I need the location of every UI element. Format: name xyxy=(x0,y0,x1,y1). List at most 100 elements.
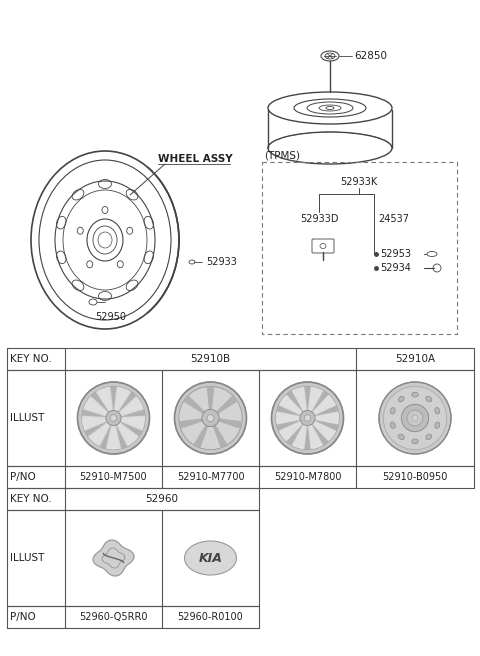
Circle shape xyxy=(407,410,423,426)
Circle shape xyxy=(202,409,219,426)
Polygon shape xyxy=(215,396,237,415)
Polygon shape xyxy=(287,391,305,414)
Circle shape xyxy=(110,415,117,421)
Circle shape xyxy=(175,382,247,454)
Text: 52933D: 52933D xyxy=(300,214,338,224)
Ellipse shape xyxy=(412,392,418,397)
Polygon shape xyxy=(85,420,109,437)
Text: 52910A: 52910A xyxy=(395,354,435,364)
Polygon shape xyxy=(119,409,144,418)
Polygon shape xyxy=(310,391,328,414)
Text: 62850: 62850 xyxy=(354,51,387,61)
Text: 52950: 52950 xyxy=(96,312,127,322)
Polygon shape xyxy=(110,387,117,413)
Polygon shape xyxy=(83,417,108,430)
Polygon shape xyxy=(118,397,143,417)
Ellipse shape xyxy=(426,434,432,440)
Circle shape xyxy=(207,415,214,421)
Circle shape xyxy=(401,404,429,432)
Text: 52953: 52953 xyxy=(380,249,411,259)
Text: P/NO: P/NO xyxy=(10,612,36,622)
Polygon shape xyxy=(184,396,206,415)
Polygon shape xyxy=(292,387,307,413)
Circle shape xyxy=(379,382,451,454)
Polygon shape xyxy=(114,387,131,413)
Polygon shape xyxy=(116,421,138,445)
Text: WHEEL ASSY: WHEEL ASSY xyxy=(158,154,233,164)
Text: 52960-R0100: 52960-R0100 xyxy=(178,612,243,622)
Text: 52910-M7700: 52910-M7700 xyxy=(177,472,244,482)
Circle shape xyxy=(106,411,121,426)
Text: KIА: KIА xyxy=(199,552,222,565)
Polygon shape xyxy=(91,392,110,415)
Polygon shape xyxy=(304,387,311,413)
Ellipse shape xyxy=(398,434,404,440)
Ellipse shape xyxy=(426,396,432,401)
Text: P/NO: P/NO xyxy=(10,472,36,482)
Polygon shape xyxy=(84,397,109,417)
Text: 52960-Q5RR0: 52960-Q5RR0 xyxy=(79,612,148,622)
Text: ILLUST: ILLUST xyxy=(10,553,44,563)
Polygon shape xyxy=(313,412,338,424)
Polygon shape xyxy=(83,409,108,418)
Text: 52933K: 52933K xyxy=(340,177,378,187)
Polygon shape xyxy=(216,419,241,428)
Circle shape xyxy=(384,386,447,449)
Polygon shape xyxy=(118,420,142,437)
Polygon shape xyxy=(308,387,323,413)
Polygon shape xyxy=(180,419,205,428)
Polygon shape xyxy=(213,423,227,447)
Text: 52910-M7800: 52910-M7800 xyxy=(274,472,341,482)
Polygon shape xyxy=(308,422,323,449)
Text: KEY NO.: KEY NO. xyxy=(10,494,52,504)
Ellipse shape xyxy=(184,541,237,575)
Polygon shape xyxy=(93,540,134,576)
Circle shape xyxy=(77,382,149,454)
Text: 52910-M7500: 52910-M7500 xyxy=(80,472,147,482)
Text: 52960: 52960 xyxy=(145,494,179,504)
Polygon shape xyxy=(96,387,113,413)
Circle shape xyxy=(82,386,145,449)
Polygon shape xyxy=(287,422,305,445)
Polygon shape xyxy=(115,423,128,448)
Polygon shape xyxy=(312,405,338,417)
Polygon shape xyxy=(276,412,302,424)
Circle shape xyxy=(304,415,311,421)
Polygon shape xyxy=(117,392,136,415)
Text: 52934: 52934 xyxy=(380,263,411,273)
Text: 52933: 52933 xyxy=(206,257,237,267)
Text: (TPMS): (TPMS) xyxy=(264,151,300,161)
Polygon shape xyxy=(107,423,120,449)
Polygon shape xyxy=(277,405,302,417)
Circle shape xyxy=(272,382,344,454)
Polygon shape xyxy=(304,423,311,449)
Ellipse shape xyxy=(435,407,440,414)
Text: 24537: 24537 xyxy=(378,214,409,224)
Polygon shape xyxy=(279,420,304,441)
Polygon shape xyxy=(311,396,336,416)
Polygon shape xyxy=(292,422,307,449)
Text: KEY NO.: KEY NO. xyxy=(10,354,52,364)
Polygon shape xyxy=(279,396,304,416)
Polygon shape xyxy=(277,419,302,430)
Polygon shape xyxy=(311,420,336,441)
Polygon shape xyxy=(99,423,112,448)
Circle shape xyxy=(412,415,418,421)
Ellipse shape xyxy=(390,407,395,414)
Text: ILLUST: ILLUST xyxy=(10,413,44,423)
Text: 52910-B0950: 52910-B0950 xyxy=(382,472,448,482)
Polygon shape xyxy=(89,421,111,445)
Circle shape xyxy=(276,386,339,449)
Polygon shape xyxy=(312,419,338,430)
Polygon shape xyxy=(119,417,144,430)
Ellipse shape xyxy=(390,422,395,428)
Ellipse shape xyxy=(435,422,440,428)
Circle shape xyxy=(179,386,242,449)
Text: 52910B: 52910B xyxy=(191,354,230,364)
Circle shape xyxy=(300,411,315,426)
Polygon shape xyxy=(207,387,214,412)
Ellipse shape xyxy=(398,396,404,401)
Ellipse shape xyxy=(412,439,418,443)
Polygon shape xyxy=(194,423,208,447)
Polygon shape xyxy=(310,422,328,445)
